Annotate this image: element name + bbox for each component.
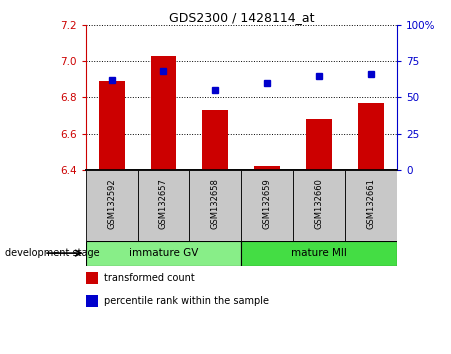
Text: GSM132657: GSM132657	[159, 178, 168, 229]
Bar	[86, 170, 138, 241]
Bar	[202, 110, 228, 170]
Bar	[138, 170, 189, 241]
Text: immature GV: immature GV	[129, 248, 198, 258]
Text: mature MII: mature MII	[291, 248, 347, 258]
Bar	[151, 56, 176, 170]
Text: GSM132658: GSM132658	[211, 178, 220, 229]
Bar	[241, 241, 397, 266]
Text: GSM132661: GSM132661	[367, 178, 375, 229]
Text: percentile rank within the sample: percentile rank within the sample	[104, 296, 269, 306]
Bar	[306, 119, 332, 170]
Text: transformed count: transformed count	[104, 273, 195, 283]
Bar	[86, 273, 98, 284]
Title: GDS2300 / 1428114_at: GDS2300 / 1428114_at	[169, 11, 314, 24]
Bar	[189, 170, 241, 241]
Bar	[254, 166, 280, 170]
Bar	[241, 170, 293, 241]
Bar	[86, 241, 241, 266]
Bar	[345, 170, 397, 241]
Bar	[358, 103, 384, 170]
Text: GSM132660: GSM132660	[315, 178, 323, 229]
Bar	[99, 81, 124, 170]
Text: GSM132592: GSM132592	[107, 178, 116, 229]
Text: development stage: development stage	[5, 248, 99, 258]
Bar	[86, 295, 98, 307]
Bar	[293, 170, 345, 241]
Text: GSM132659: GSM132659	[263, 178, 272, 229]
